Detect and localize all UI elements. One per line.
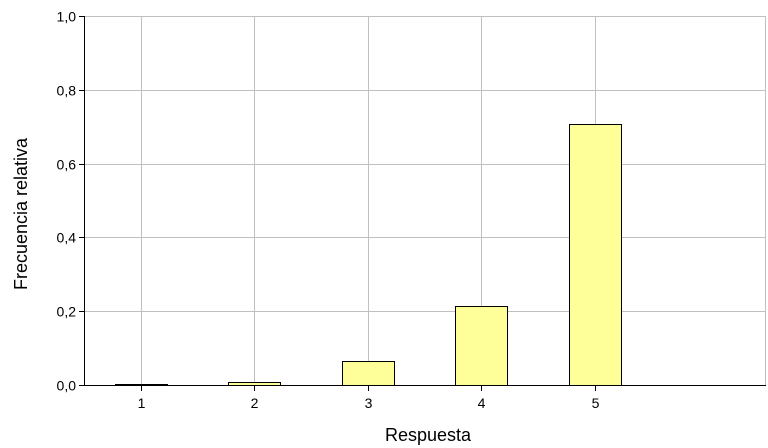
tick-labels: 0,0 0,2 0,4 0,6 0,8 1,0 1 2 3 4 5 [57, 9, 600, 412]
y-tick-label: 0,4 [57, 230, 77, 246]
x-tick-label: 4 [478, 395, 486, 411]
bar-4 [455, 306, 508, 386]
x-tick-label: 3 [365, 395, 373, 411]
y-tick-label: 0,2 [57, 304, 77, 320]
x-tick-label: 2 [251, 395, 259, 411]
grid-lines [84, 16, 766, 385]
y-tick-label: 1,0 [57, 9, 77, 25]
bar-3 [342, 361, 395, 386]
y-tick-label: 0,6 [57, 157, 77, 173]
x-tick-label: 1 [138, 395, 146, 411]
x-axis-title: Respuesta [385, 425, 472, 445]
bar-5 [569, 124, 622, 386]
axes [79, 16, 766, 391]
x-tick-label: 5 [592, 395, 600, 411]
y-tick-label: 0,0 [57, 378, 77, 394]
y-axis-title: Frecuencia relativa [11, 137, 31, 290]
y-tick-label: 0,8 [57, 83, 77, 99]
